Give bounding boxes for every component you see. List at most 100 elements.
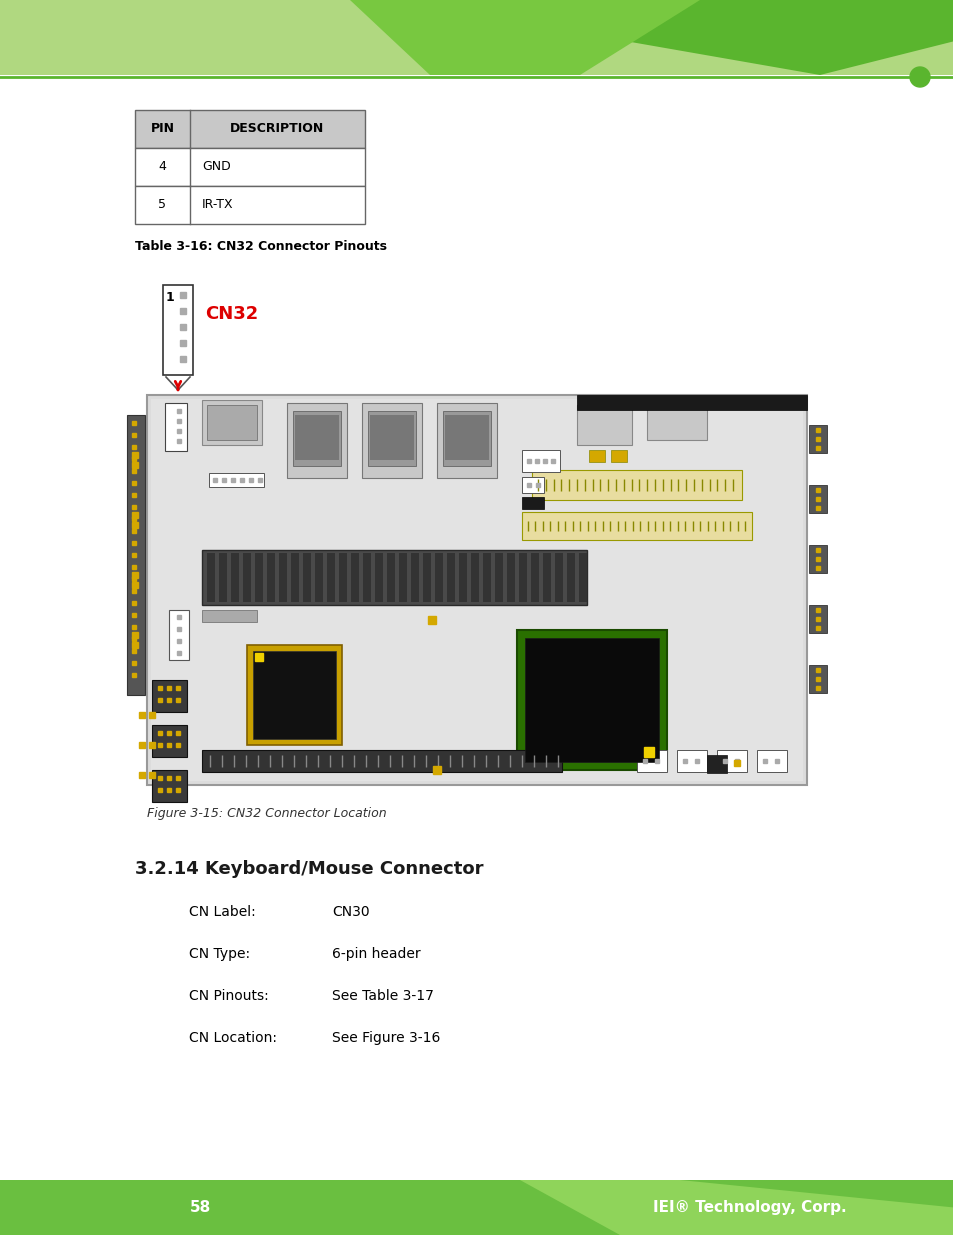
Bar [209, 473, 264, 487]
Bar [706, 755, 726, 773]
Bar [314, 553, 323, 601]
Bar [447, 553, 455, 601]
Bar [521, 513, 751, 540]
Bar [169, 610, 189, 659]
Text: Figure 3-15: CN32 Connector Location: Figure 3-15: CN32 Connector Location [147, 806, 386, 820]
Bar [351, 553, 358, 601]
Bar [247, 645, 341, 745]
Text: 58: 58 [190, 1200, 211, 1215]
Bar [135, 110, 365, 148]
Bar [531, 553, 538, 601]
Bar [677, 750, 706, 772]
Bar [506, 553, 515, 601]
Bar [370, 415, 414, 459]
Bar [610, 450, 626, 462]
Bar [163, 285, 193, 375]
Polygon shape [390, 0, 953, 75]
Polygon shape [519, 1179, 953, 1235]
Bar [521, 477, 543, 493]
Bar [555, 553, 562, 601]
Bar [524, 638, 659, 762]
Bar [444, 415, 489, 459]
Bar [808, 485, 826, 513]
Bar [808, 545, 826, 573]
Bar [577, 405, 631, 445]
Text: CN Label:: CN Label: [189, 905, 255, 919]
Bar [436, 403, 497, 478]
Bar [202, 400, 262, 445]
Bar [243, 553, 251, 601]
Text: CN32: CN32 [205, 305, 258, 324]
Text: CN30: CN30 [332, 905, 369, 919]
Bar [165, 403, 187, 451]
Bar [231, 553, 239, 601]
Bar [458, 553, 467, 601]
Bar [368, 411, 416, 466]
Bar [152, 769, 187, 802]
Text: See Figure 3-16: See Figure 3-16 [332, 1031, 440, 1045]
Bar [267, 553, 274, 601]
Bar [411, 553, 418, 601]
Bar [254, 553, 263, 601]
Bar [207, 553, 214, 601]
Text: Table 3-16: CN32 Connector Pinouts: Table 3-16: CN32 Connector Pinouts [135, 240, 387, 253]
Polygon shape [350, 0, 700, 75]
Bar [588, 450, 604, 462]
Bar [202, 610, 256, 622]
Bar [398, 553, 407, 601]
Circle shape [909, 67, 929, 86]
Bar [361, 403, 421, 478]
Bar [375, 553, 382, 601]
Bar [152, 725, 187, 757]
Bar [808, 664, 826, 693]
Bar [219, 553, 227, 601]
Bar [152, 680, 187, 713]
Bar [566, 553, 575, 601]
Bar [0, 0, 953, 75]
Bar [637, 750, 666, 772]
Bar [517, 630, 666, 769]
Bar [435, 553, 442, 601]
Bar [338, 553, 347, 601]
Text: 1: 1 [166, 291, 174, 304]
Bar [808, 605, 826, 634]
Bar [521, 450, 559, 472]
Text: IEI® Technology, Corp.: IEI® Technology, Corp. [653, 1200, 846, 1215]
Bar [532, 471, 741, 500]
Text: 6-pin header: 6-pin header [332, 947, 420, 961]
Bar [202, 750, 561, 772]
Bar [387, 553, 395, 601]
Bar [135, 148, 365, 186]
Bar [327, 553, 335, 601]
Bar [482, 553, 491, 601]
Bar [0, 1179, 953, 1235]
Bar [495, 553, 502, 601]
Text: GND: GND [202, 161, 231, 173]
Bar [521, 496, 543, 509]
Bar [363, 553, 371, 601]
Bar [542, 553, 551, 601]
Bar [147, 395, 806, 785]
Bar [717, 750, 746, 772]
Text: 4: 4 [158, 161, 166, 173]
Bar [202, 550, 586, 605]
Text: DESCRIPTION: DESCRIPTION [230, 122, 324, 136]
Bar [757, 750, 786, 772]
Bar [303, 553, 311, 601]
Text: PIN: PIN [151, 122, 174, 136]
Bar [151, 399, 802, 781]
Bar [442, 411, 491, 466]
Bar [578, 553, 586, 601]
Text: CN Pinouts:: CN Pinouts: [189, 989, 269, 1003]
Bar [135, 186, 365, 224]
Bar [646, 400, 706, 440]
Bar [287, 403, 347, 478]
Bar [127, 415, 145, 695]
Bar [518, 553, 526, 601]
Bar [577, 395, 806, 410]
Bar [293, 411, 340, 466]
Bar [207, 405, 256, 440]
Text: 3.2.14 Keyboard/Mouse Connector: 3.2.14 Keyboard/Mouse Connector [135, 860, 483, 878]
Text: 5: 5 [158, 199, 167, 211]
Bar [294, 415, 338, 459]
